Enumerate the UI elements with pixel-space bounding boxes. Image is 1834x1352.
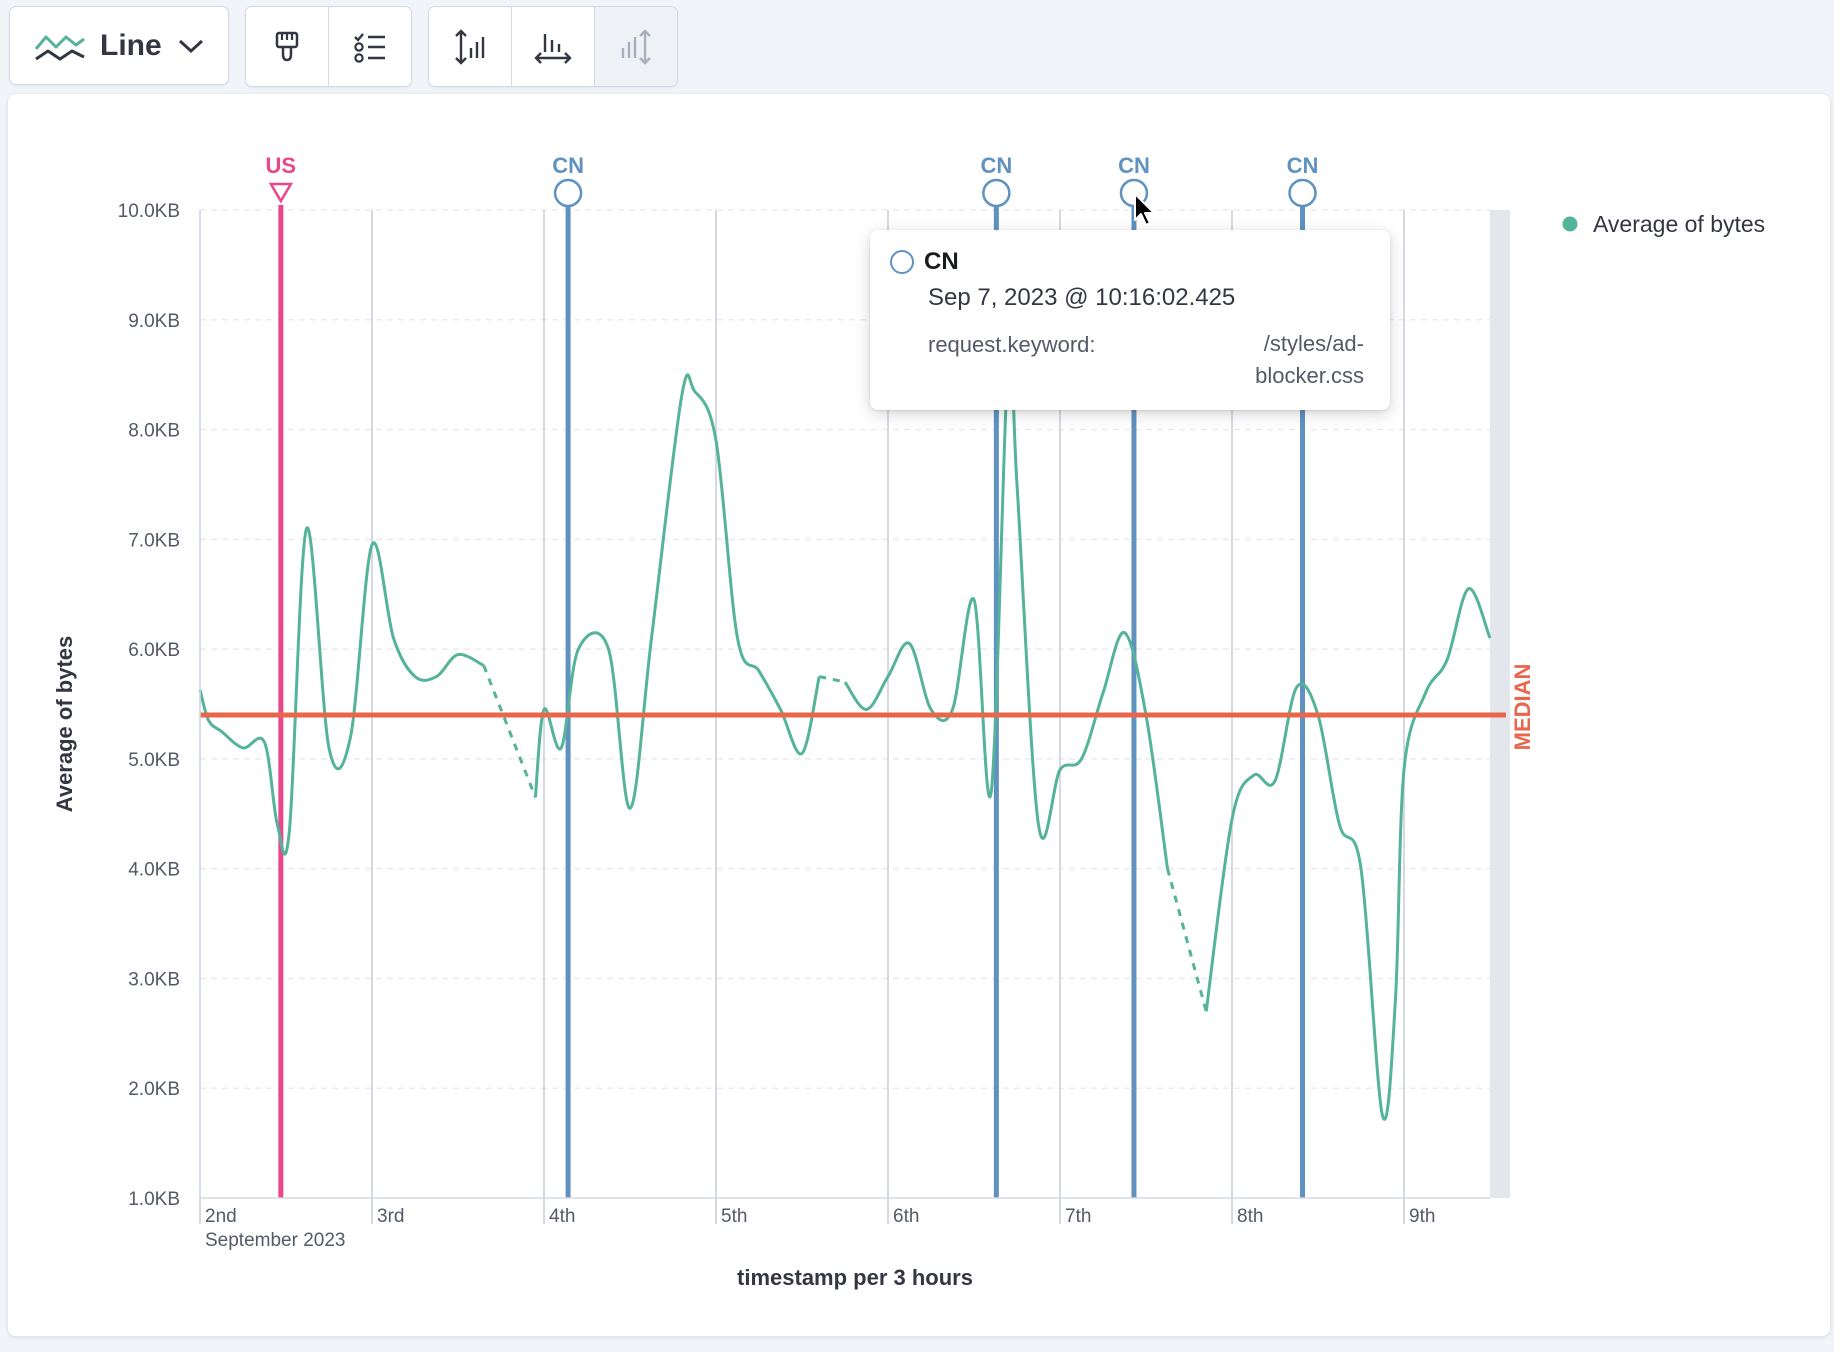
median-reference-line: MEDIAN (200, 664, 1535, 751)
legend-list-icon (354, 32, 385, 63)
y-tick-label: 4.0KB (128, 860, 180, 881)
x-tick-label: 8th (1237, 1206, 1263, 1227)
axes: 1.0KB 2.0KB 3.0KB 4.0KB 5.0KB 6.0KB 7.0KB 8.0KB… (52, 201, 1490, 1290)
series-line (198, 526, 485, 856)
chart-type-label: Line (100, 28, 162, 62)
annotation-markers: US CN CN CN CN (266, 153, 1319, 208)
annotation-triangle-marker (268, 182, 294, 204)
x-tick-label: 3rd (377, 1206, 404, 1227)
bottom-axis-button[interactable] (512, 7, 595, 86)
chevron-down-icon (178, 39, 204, 53)
series-gap-dashed (1166, 868, 1208, 1012)
annotation-tooltip: CN Sep 7, 2023 @ 10:16:02.425 request.ke… (870, 230, 1390, 410)
mouse-pointer-icon (1134, 193, 1155, 226)
legend-entry: Average of bytes (1593, 211, 1765, 237)
y-tick-label: 6.0KB (128, 640, 180, 661)
annotation-label: CN (1287, 153, 1319, 178)
x-tick-sublabel: September 2023 (205, 1230, 346, 1251)
series-gap-dashed (818, 675, 846, 684)
y-tick-label: 8.0KB (128, 421, 180, 442)
tooltip-value: /styles/ad-blocker.css (1255, 331, 1364, 388)
line-chart-icon (34, 35, 85, 60)
annotation-label: CN (1118, 153, 1150, 178)
style-button[interactable] (246, 7, 329, 86)
series-line (533, 373, 821, 810)
median-band (1490, 210, 1510, 1198)
axis-button-group (428, 6, 678, 87)
series-layer (198, 337, 1492, 1121)
y-tick-label: 1.0KB (128, 1189, 180, 1210)
annotation-label: CN (980, 153, 1012, 178)
annotation-circle-marker (1288, 178, 1317, 208)
annotation-circle-marker (982, 178, 1011, 208)
right-axis-button[interactable] (595, 7, 677, 86)
legend-swatch (1562, 216, 1578, 232)
series-line (843, 337, 1169, 869)
legend: Average of bytes (1562, 211, 1765, 237)
y-tick-label: 3.0KB (128, 969, 180, 990)
chart-type-dropdown[interactable]: Line (9, 6, 229, 85)
left-axis-button[interactable] (429, 7, 512, 86)
annotation-circle-icon (890, 250, 914, 274)
y-tick-label: 2.0KB (128, 1079, 180, 1100)
y-axis-title: Average of bytes (52, 636, 77, 812)
tooltip-field: request.keyword: (928, 332, 1096, 357)
x-tick-label: 5th (721, 1206, 747, 1227)
appearance-button-group (245, 6, 412, 87)
series-line (1204, 587, 1492, 1121)
annotation-label: US (266, 153, 297, 178)
paintbrush-icon (275, 31, 299, 61)
x-tick-label: 2nd (205, 1206, 237, 1227)
annotation-label: CN (552, 153, 584, 178)
y-tick-label: 10.0KB (118, 201, 180, 222)
tooltip-timestamp: Sep 7, 2023 @ 10:16:02.425 (928, 284, 1236, 311)
y-tick-label: 7.0KB (128, 530, 180, 551)
chart-toolbar: Line (9, 6, 678, 87)
series-gap-dashed (482, 665, 537, 798)
left-axis-icon (455, 28, 485, 65)
y-tick-label: 5.0KB (128, 750, 180, 771)
x-tick-label: 4th (549, 1206, 575, 1227)
right-axis-icon (621, 28, 651, 65)
median-axis-band (1490, 210, 1510, 1198)
x-tick-label: 7th (1065, 1206, 1091, 1227)
annotation-circle-marker (553, 178, 583, 208)
y-tick-label: 9.0KB (128, 311, 180, 332)
x-tick-label: 6th (893, 1206, 919, 1227)
median-label: MEDIAN (1510, 664, 1535, 751)
tooltip-title: CN (924, 248, 959, 275)
bottom-axis-icon (534, 33, 572, 64)
x-axis-title: timestamp per 3 hours (737, 1265, 973, 1290)
legend-button[interactable] (329, 7, 411, 86)
x-tick-label: 9th (1409, 1206, 1435, 1227)
